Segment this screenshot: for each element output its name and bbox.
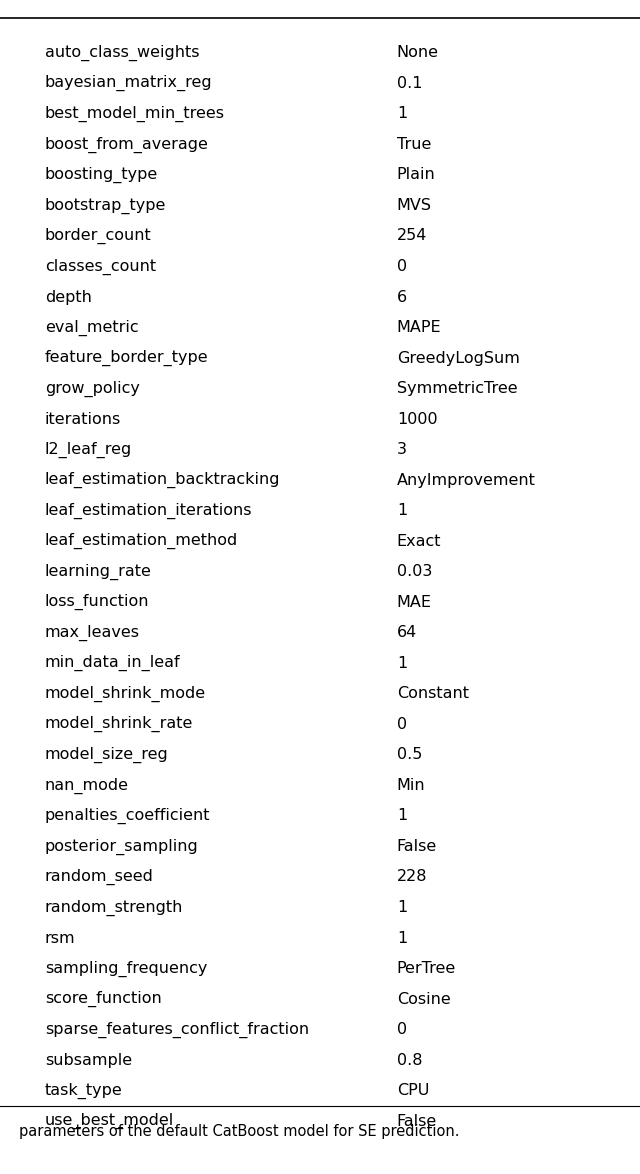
- Text: None: None: [397, 46, 439, 60]
- Text: 6: 6: [397, 290, 407, 304]
- Text: penalties_coefficient: penalties_coefficient: [45, 808, 211, 824]
- Text: border_count: border_count: [45, 228, 152, 244]
- Text: 1: 1: [397, 900, 407, 915]
- Text: random_strength: random_strength: [45, 899, 183, 916]
- Text: 254: 254: [397, 229, 427, 243]
- Text: loss_function: loss_function: [45, 594, 149, 610]
- Text: classes_count: classes_count: [45, 258, 156, 275]
- Text: CPU: CPU: [397, 1084, 429, 1098]
- Text: depth: depth: [45, 290, 92, 304]
- Text: grow_policy: grow_policy: [45, 380, 140, 397]
- Text: boosting_type: boosting_type: [45, 167, 158, 183]
- Text: SymmetricTree: SymmetricTree: [397, 382, 517, 396]
- Text: PerTree: PerTree: [397, 962, 456, 976]
- Text: subsample: subsample: [45, 1053, 132, 1067]
- Text: True: True: [397, 137, 431, 151]
- Text: bootstrap_type: bootstrap_type: [45, 197, 166, 214]
- Text: 0.03: 0.03: [397, 565, 432, 579]
- Text: 0.1: 0.1: [397, 76, 422, 90]
- Text: Exact: Exact: [397, 534, 442, 548]
- Text: 0: 0: [397, 1023, 407, 1037]
- Text: max_leaves: max_leaves: [45, 625, 140, 641]
- Text: sparse_features_conflict_fraction: sparse_features_conflict_fraction: [45, 1021, 309, 1038]
- Text: boost_from_average: boost_from_average: [45, 136, 209, 153]
- Text: use_best_model: use_best_model: [45, 1113, 174, 1129]
- Text: parameters of the default CatBoost model for SE prediction.: parameters of the default CatBoost model…: [19, 1125, 460, 1139]
- Text: 0.8: 0.8: [397, 1053, 422, 1067]
- Text: 1: 1: [397, 656, 407, 670]
- Text: 228: 228: [397, 870, 428, 884]
- Text: MAE: MAE: [397, 595, 432, 609]
- Text: rsm: rsm: [45, 931, 76, 945]
- Text: learning_rate: learning_rate: [45, 564, 152, 580]
- Text: Min: Min: [397, 778, 426, 792]
- Text: 1000: 1000: [397, 412, 437, 426]
- Text: 64: 64: [397, 626, 417, 640]
- Text: eval_metric: eval_metric: [45, 319, 138, 336]
- Text: 0: 0: [397, 259, 407, 274]
- Text: best_model_min_trees: best_model_min_trees: [45, 106, 225, 122]
- Text: MVS: MVS: [397, 198, 432, 212]
- Text: GreedyLogSum: GreedyLogSum: [397, 351, 520, 365]
- Text: leaf_estimation_iterations: leaf_estimation_iterations: [45, 502, 252, 519]
- Text: posterior_sampling: posterior_sampling: [45, 838, 198, 855]
- Text: model_size_reg: model_size_reg: [45, 747, 168, 763]
- Text: 1: 1: [397, 809, 407, 823]
- Text: 3: 3: [397, 443, 407, 457]
- Text: l2_leaf_reg: l2_leaf_reg: [45, 441, 132, 458]
- Text: 0.5: 0.5: [397, 748, 422, 762]
- Text: 1: 1: [397, 931, 407, 945]
- Text: bayesian_matrix_reg: bayesian_matrix_reg: [45, 75, 212, 92]
- Text: score_function: score_function: [45, 991, 161, 1007]
- Text: leaf_estimation_method: leaf_estimation_method: [45, 533, 238, 549]
- Text: task_type: task_type: [45, 1082, 122, 1099]
- Text: Constant: Constant: [397, 687, 468, 701]
- Text: MAPE: MAPE: [397, 321, 442, 335]
- Text: 1: 1: [397, 504, 407, 518]
- Text: model_shrink_mode: model_shrink_mode: [45, 686, 206, 702]
- Text: nan_mode: nan_mode: [45, 777, 129, 794]
- Text: Cosine: Cosine: [397, 992, 451, 1006]
- Text: min_data_in_leaf: min_data_in_leaf: [45, 655, 180, 672]
- Text: False: False: [397, 839, 437, 853]
- Text: auto_class_weights: auto_class_weights: [45, 45, 199, 61]
- Text: Plain: Plain: [397, 168, 436, 182]
- Text: 1: 1: [397, 107, 407, 121]
- Text: sampling_frequency: sampling_frequency: [45, 960, 207, 977]
- Text: 0: 0: [397, 717, 407, 731]
- Text: leaf_estimation_backtracking: leaf_estimation_backtracking: [45, 472, 280, 488]
- Text: AnyImprovement: AnyImprovement: [397, 473, 536, 487]
- Text: model_shrink_rate: model_shrink_rate: [45, 716, 193, 733]
- Text: feature_border_type: feature_border_type: [45, 350, 209, 366]
- Text: False: False: [397, 1114, 437, 1128]
- Text: iterations: iterations: [45, 412, 121, 426]
- Text: random_seed: random_seed: [45, 869, 154, 885]
